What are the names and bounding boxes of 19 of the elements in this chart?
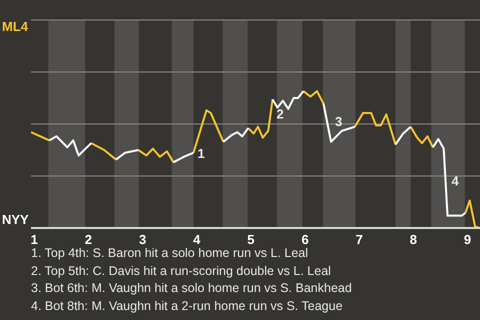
- x-tick-label: 6: [301, 232, 309, 248]
- text: 1. Top 4th: S. Baron hit a solo home run vs L. Leal: [31, 245, 310, 262]
- text: 3. Bot 6th: M. Vaughn hit a solo home run vs S. Bankhead: [31, 280, 352, 297]
- x-tick-label: 4: [193, 232, 202, 248]
- annotation: 2: [276, 106, 284, 122]
- annotation: 1: [197, 146, 205, 162]
- x-tick-label: 2: [84, 232, 92, 248]
- annotation: 3: [335, 114, 342, 130]
- x-tick-label: 8: [410, 232, 417, 248]
- text: 2. Top 5th: C. Davis hit a run-scoring double vs L. Leal: [31, 262, 332, 280]
- annotation: 4: [452, 174, 460, 189]
- x-tick-label: 7: [356, 232, 363, 248]
- x-tick-label: 1: [30, 232, 38, 248]
- text: 4. Bot 8th: M. Vaughn hit a 2-run home run vs S. Teague: [31, 298, 344, 315]
- text: NYY: [2, 212, 29, 227]
- x-tick-label: 3: [138, 232, 146, 248]
- text: ML4: [2, 19, 28, 34]
- x-tick-label: 5: [247, 232, 255, 248]
- x-tick-label: 9: [464, 232, 472, 248]
